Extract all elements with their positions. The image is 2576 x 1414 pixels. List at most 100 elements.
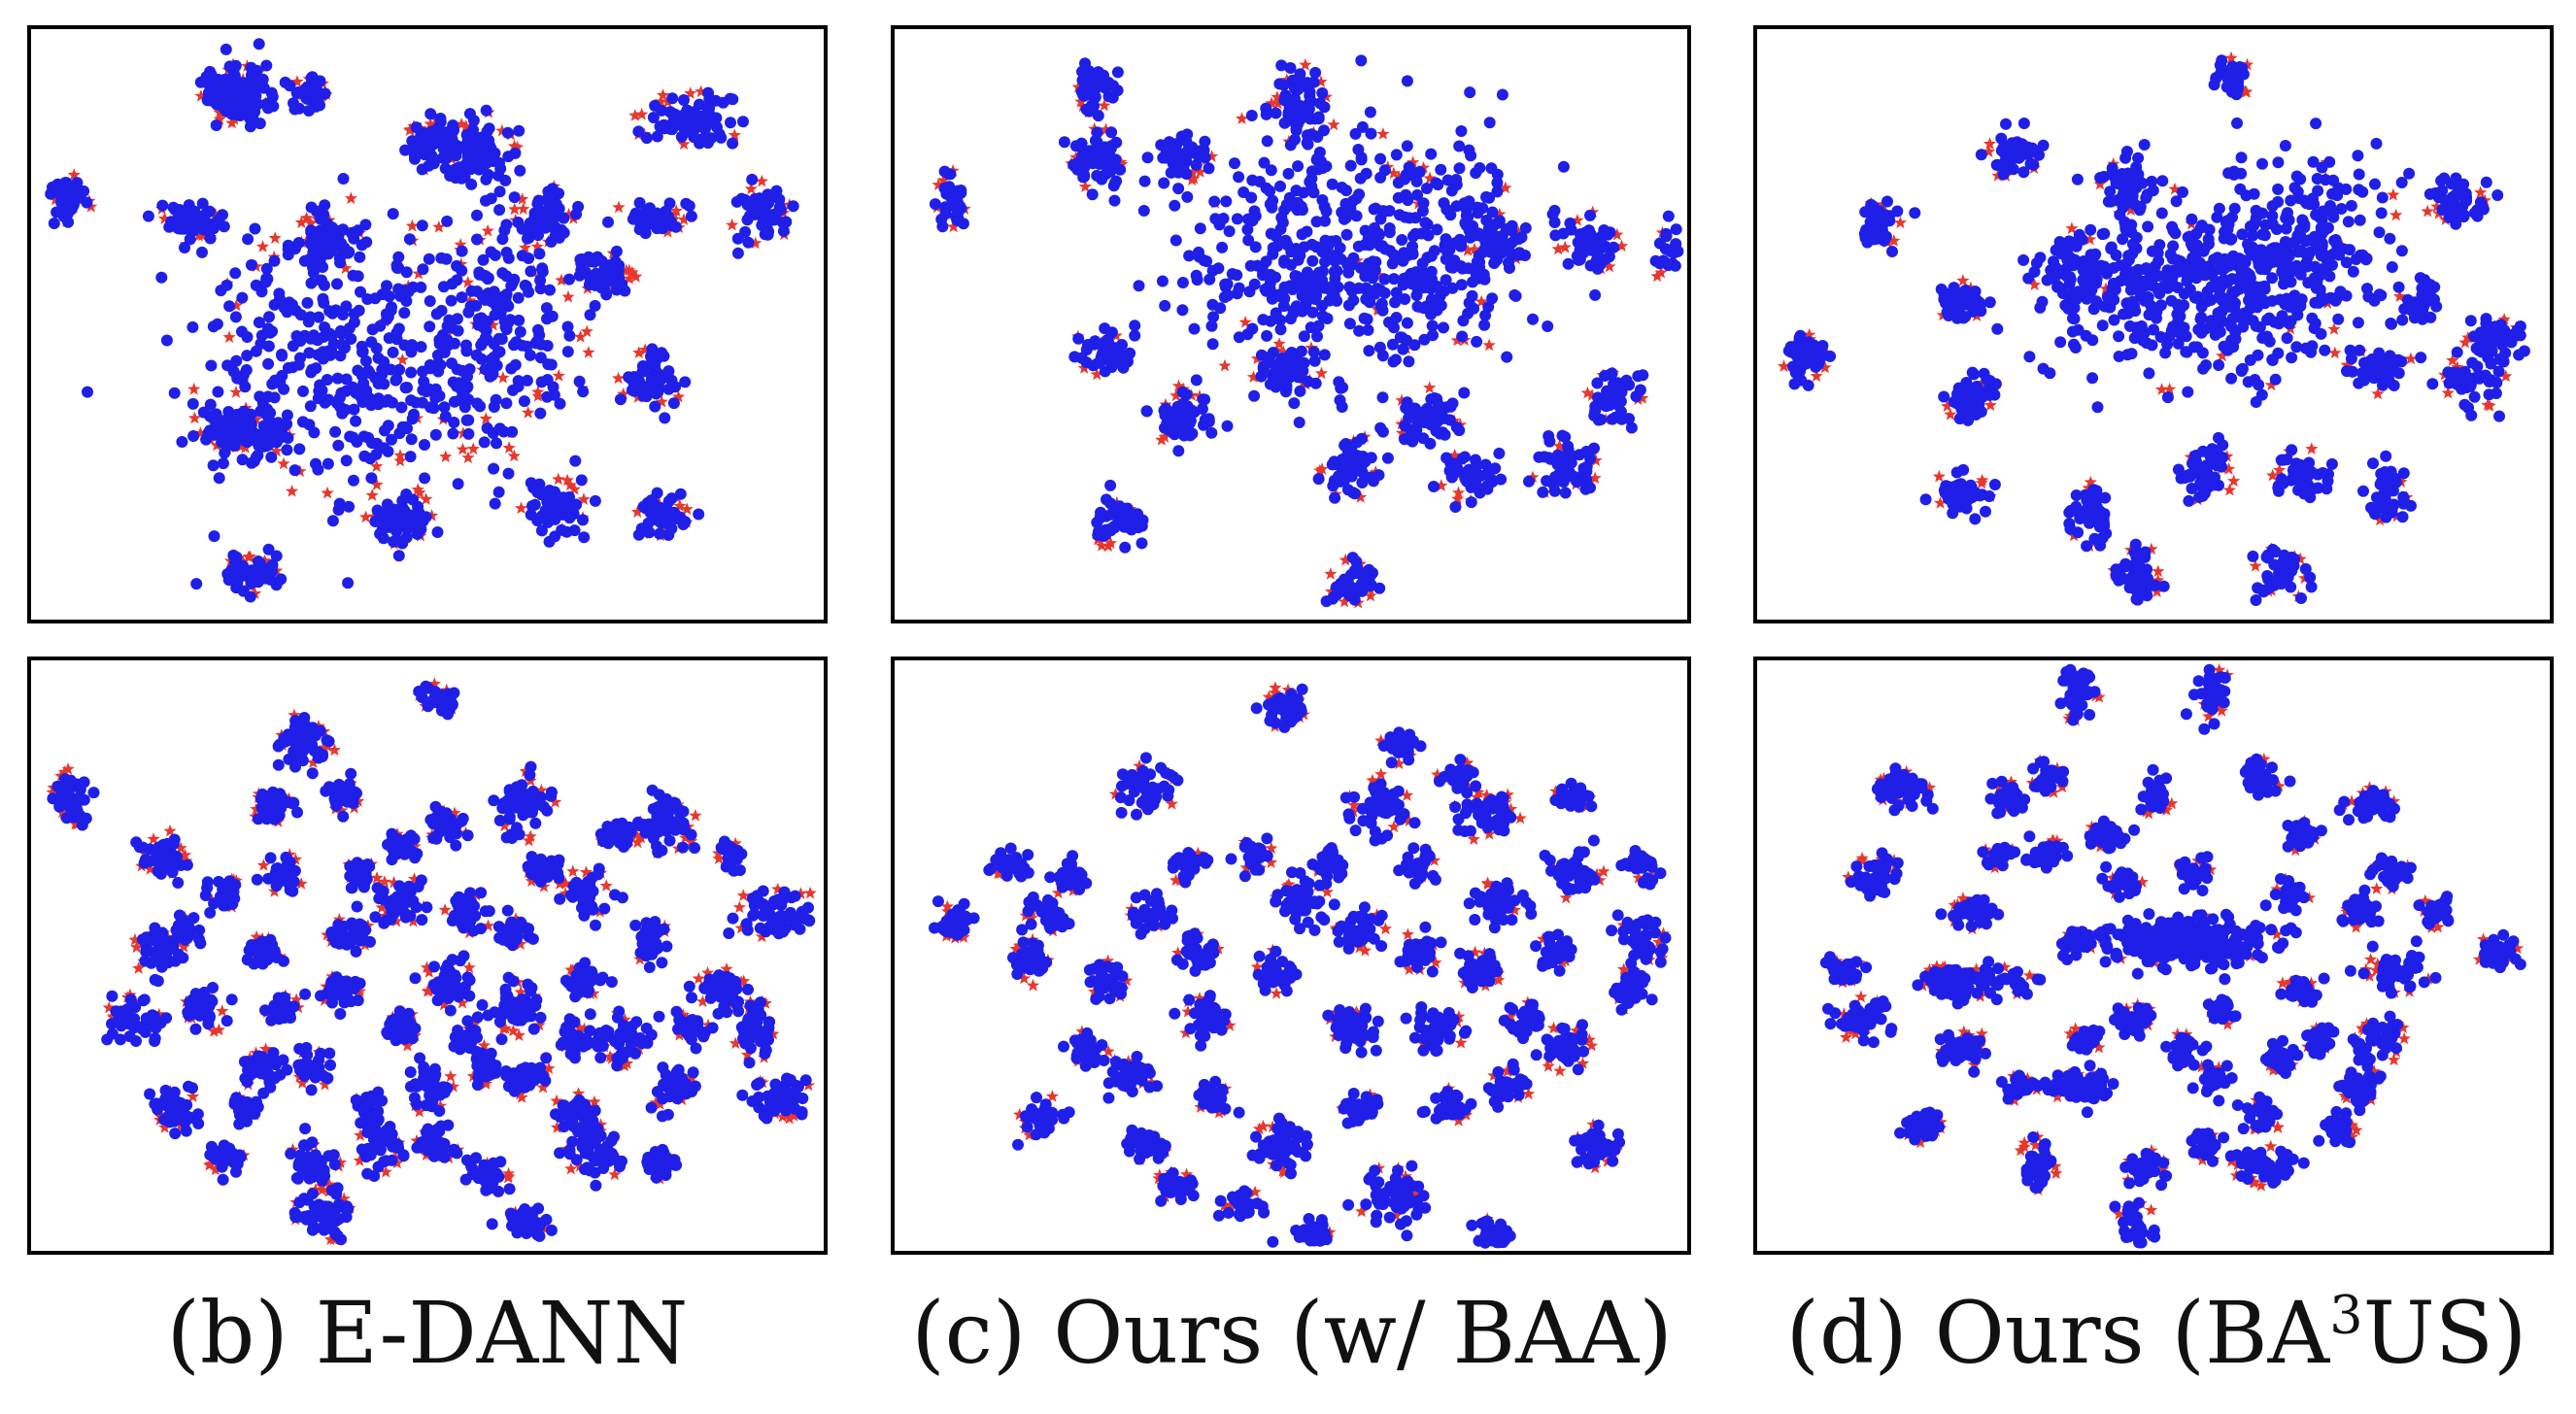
source-dot xyxy=(1203,413,1215,425)
source-dot xyxy=(2323,270,2336,283)
source-dot xyxy=(540,302,553,315)
source-dot xyxy=(1138,175,1151,187)
target-star xyxy=(677,213,691,225)
source-dot xyxy=(461,152,474,164)
source-dot xyxy=(493,204,506,217)
source-dot xyxy=(929,198,941,211)
source-dot xyxy=(1419,217,1432,229)
source-dot xyxy=(2022,272,2035,285)
source-dot xyxy=(2288,182,2301,194)
source-dot xyxy=(647,112,660,123)
target-star xyxy=(2390,208,2403,221)
source-dot xyxy=(1410,175,1423,187)
source-dot xyxy=(1155,139,1168,152)
source-dot xyxy=(2240,189,2253,202)
source-dot xyxy=(359,219,372,231)
source-dot xyxy=(184,220,195,233)
source-dot xyxy=(1513,247,1526,259)
source-dot xyxy=(1596,230,1609,243)
source-dot xyxy=(1343,318,1356,330)
source-dot xyxy=(236,291,249,304)
source-dot xyxy=(1344,159,1357,172)
source-dot xyxy=(494,162,507,175)
target-star xyxy=(1276,345,1291,358)
source-dot xyxy=(2096,320,2109,332)
source-dot xyxy=(467,115,480,127)
source-dot xyxy=(462,427,475,440)
source-dot xyxy=(1432,179,1444,191)
source-dot xyxy=(480,104,492,117)
source-dot xyxy=(1226,268,1238,280)
source-dot xyxy=(1878,234,1890,247)
target-star xyxy=(655,394,668,408)
source-dot xyxy=(1957,463,1970,476)
target-star xyxy=(1155,433,1169,446)
target-star xyxy=(393,454,407,467)
target-star xyxy=(461,451,475,464)
source-dot xyxy=(1463,144,1475,156)
source-dot xyxy=(951,214,964,226)
source-dot xyxy=(1137,205,1150,217)
target-star xyxy=(1435,479,1448,491)
source-dot xyxy=(231,568,244,581)
source-dot xyxy=(1586,233,1599,246)
source-dot xyxy=(445,294,458,307)
source-dot xyxy=(2297,480,2310,492)
source-dot xyxy=(1246,322,1259,335)
source-dot xyxy=(1172,445,1185,457)
source-dot xyxy=(1364,106,1376,118)
source-dot xyxy=(2088,532,2101,545)
source-dot xyxy=(1446,397,1459,410)
source-dot xyxy=(541,495,554,508)
target-star xyxy=(1339,553,1352,566)
source-dot xyxy=(213,86,225,99)
source-dot xyxy=(2451,346,2463,358)
source-dot xyxy=(257,82,270,94)
scatter-plot xyxy=(929,54,1684,609)
source-dot xyxy=(1608,241,1620,253)
source-dot xyxy=(2262,552,2274,564)
source-dot xyxy=(1231,213,1243,225)
source-dot xyxy=(359,354,372,367)
source-dot xyxy=(2149,260,2161,273)
source-dot xyxy=(1606,367,1618,380)
source-dot xyxy=(2242,278,2254,289)
source-dot xyxy=(1177,397,1190,410)
source-dot xyxy=(434,358,447,371)
source-dot xyxy=(642,517,655,529)
source-dot xyxy=(405,366,418,379)
target-star xyxy=(1280,73,1294,86)
source-dot xyxy=(626,374,638,387)
source-dot xyxy=(573,375,586,387)
target-star xyxy=(2124,203,2138,217)
source-dot xyxy=(2282,207,2293,219)
source-dot xyxy=(2250,594,2262,606)
source-dot xyxy=(281,418,293,430)
target-star xyxy=(1603,259,1616,273)
target-star xyxy=(1238,316,1252,328)
source-dot xyxy=(1459,451,1471,463)
source-dot xyxy=(1574,253,1586,266)
source-dot xyxy=(493,185,506,198)
target-star xyxy=(502,441,516,454)
target-star xyxy=(1395,426,1409,439)
source-dot xyxy=(396,421,409,433)
source-dot xyxy=(787,200,799,213)
source-dot xyxy=(268,254,281,267)
source-dot xyxy=(2017,166,2030,179)
source-dot xyxy=(265,451,278,463)
source-dot xyxy=(1294,68,1306,81)
source-dot xyxy=(2380,450,2392,462)
source-dot xyxy=(423,252,435,265)
source-dot xyxy=(2272,183,2285,195)
source-dot xyxy=(1548,217,1561,228)
source-dot xyxy=(1257,314,1270,326)
source-dot xyxy=(2513,349,2525,361)
source-dot xyxy=(1283,191,1296,204)
source-dot xyxy=(2132,168,2145,181)
source-dot xyxy=(1401,75,1413,87)
source-dot xyxy=(1293,417,1305,428)
source-dot xyxy=(2071,173,2084,185)
target-star xyxy=(1074,94,1088,108)
source-dot xyxy=(2228,302,2241,315)
